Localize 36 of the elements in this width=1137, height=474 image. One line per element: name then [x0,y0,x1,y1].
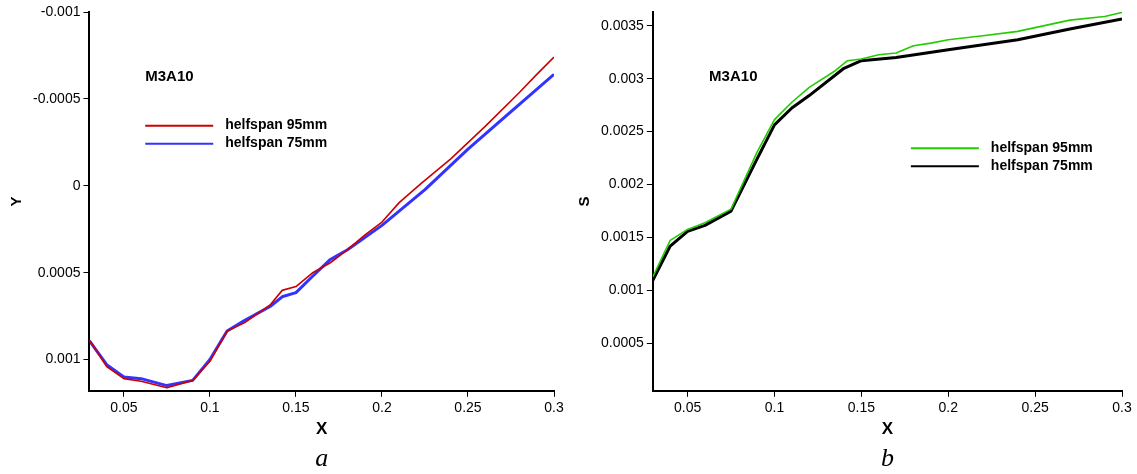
y-tick-label: 0.001 [608,281,645,298]
y-tick-label: 0 [72,176,81,193]
y-tick-label: 0.002 [608,175,645,192]
legend-label: helfspan 95mm [225,116,328,133]
x-tick-label: 0.15 [282,399,310,416]
y-tick-label: 0.0035 [600,16,645,33]
x-tick-label: 0.3 [544,399,564,416]
x-tick-label: 0.05 [673,399,702,416]
x-axis-title: X [881,419,894,439]
y-tick-label: -0.0005 [33,89,81,106]
x-tick-label: 0.2 [372,399,392,416]
legend-label: helfspan 75mm [990,157,1093,174]
x-tick-label: 0.05 [110,399,138,416]
text: b [880,442,894,472]
annotation: M3A10 [145,66,194,84]
x-tick-label: 0.1 [200,399,220,416]
y-tick-label: 0.0015 [600,228,645,245]
y-axis-title: S [575,196,593,207]
y-tick-label: 0.0025 [600,122,645,139]
y-tick-label: -0.001 [40,2,81,19]
y-tick-label: 0.0005 [37,263,81,280]
x-tick-label: 0.25 [454,399,482,416]
x-tick-label: 0.2 [938,399,959,416]
annotation: M3A10 [709,66,758,84]
legend-label: helfspan 75mm [225,134,328,151]
x-tick-label: 0.15 [847,399,876,416]
y-tick-label: 0.0005 [600,334,645,351]
y-tick-label: 0.003 [608,69,645,86]
y-axis-title: Y [7,196,25,207]
text: a [315,442,329,472]
x-tick-label: 0.25 [1021,399,1049,416]
x-tick-label: 0.3 [1112,399,1132,416]
x-tick-label: 0.1 [764,399,785,416]
y-tick-label: 0.001 [45,350,81,367]
x-axis-title: X [316,419,329,439]
legend-label: helfspan 95mm [990,139,1093,156]
